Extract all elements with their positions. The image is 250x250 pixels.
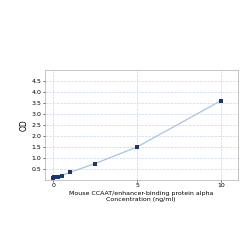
Point bbox=[68, 170, 72, 174]
Y-axis label: OD: OD bbox=[20, 119, 29, 131]
Point bbox=[93, 162, 97, 166]
Point bbox=[135, 145, 139, 149]
X-axis label: Mouse CCAAT/enhancer-binding protein alpha
Concentration (ng/ml): Mouse CCAAT/enhancer-binding protein alp… bbox=[69, 191, 214, 202]
Point bbox=[56, 175, 60, 179]
Point bbox=[51, 176, 55, 180]
Point bbox=[60, 174, 64, 178]
Point bbox=[219, 99, 223, 103]
Point bbox=[54, 175, 58, 179]
Point bbox=[52, 175, 56, 179]
